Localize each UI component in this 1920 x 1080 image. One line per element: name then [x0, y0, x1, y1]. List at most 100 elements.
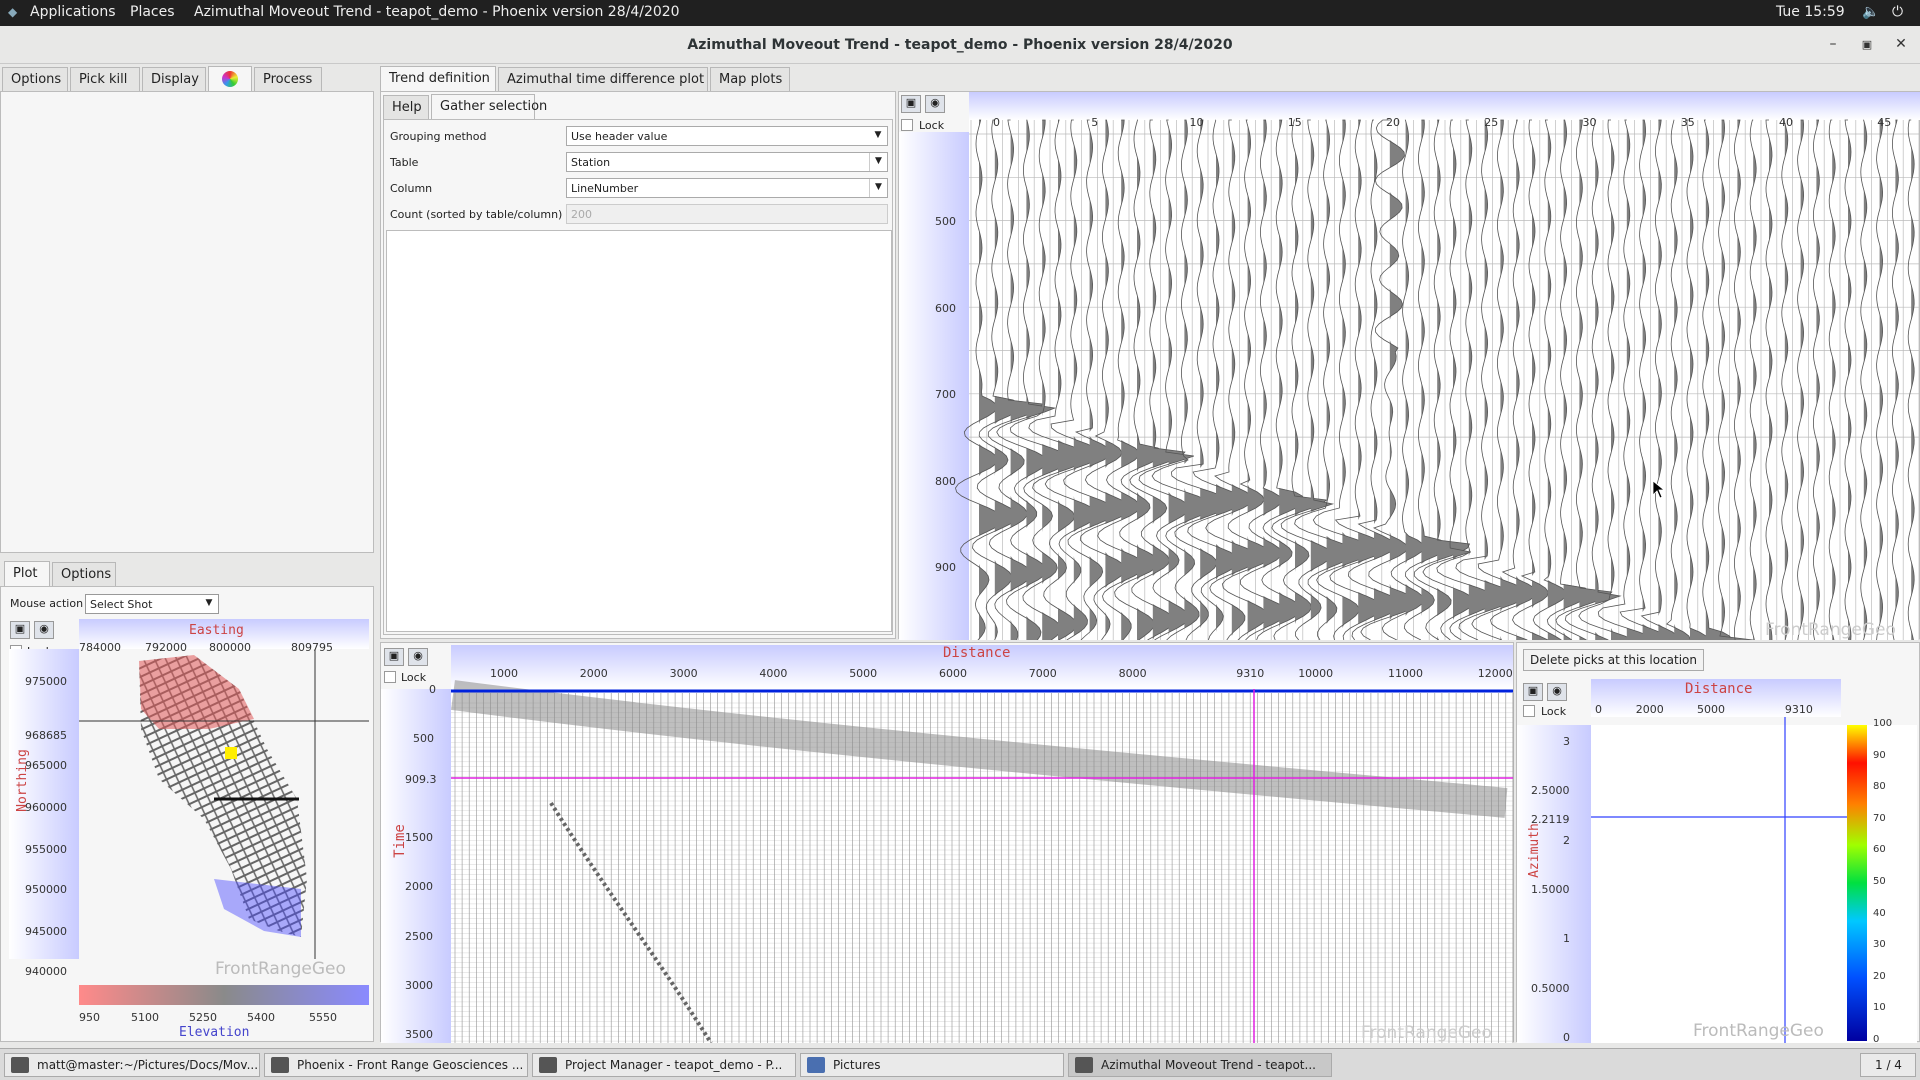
wiggle-trace: [1028, 119, 1089, 640]
wiggle-trace: [1063, 119, 1117, 640]
tab-plot[interactable]: Plot: [4, 561, 50, 586]
gather-list[interactable]: [386, 230, 892, 632]
azimuth-y-tick: 0: [1563, 1031, 1570, 1044]
lock-checkbox[interactable]: [384, 671, 396, 683]
power-icon[interactable]: ⏻: [1892, 4, 1904, 20]
wiggle-trace: [1578, 119, 1634, 640]
tab-pick-kill[interactable]: Pick kill: [70, 67, 140, 91]
tab-display[interactable]: Display: [142, 67, 206, 91]
tab-process[interactable]: Process: [254, 67, 322, 91]
table-select[interactable]: Station ▼: [566, 152, 888, 172]
azimuth-colorbar-tick: 60: [1873, 844, 1886, 856]
volume-icon[interactable]: 🔈: [1862, 4, 1880, 20]
wiggle-x-tick: 25: [1484, 116, 1499, 129]
camera-icon[interactable]: ◉: [925, 95, 945, 113]
wiggle-trace-fill: [1547, 120, 1566, 640]
tab-trend-definition[interactable]: Trend definition: [380, 66, 496, 91]
chevron-down-icon: ▼: [205, 598, 213, 608]
trace-wiggle-plot[interactable]: [899, 92, 1920, 640]
wiggle-x-tick: 20: [1386, 116, 1400, 129]
snapshot-icon[interactable]: ▣: [10, 621, 30, 639]
wiggle-trace-fill: [1121, 120, 1145, 640]
trace-plot-panel: ▣ ◉ Lock 0 5 10 15 20 25 30 35 40 45 500 600 700 800…: [898, 91, 1920, 661]
tab-azimuthal-time-difference-plot[interactable]: Azimuthal time difference plot: [498, 67, 708, 91]
gather-x-tick: 10000: [1298, 667, 1334, 680]
wiggle-trace: [1718, 119, 1754, 640]
tab-gather-selection[interactable]: Gather selection: [431, 94, 547, 119]
wiggle-trace-fill: [1468, 120, 1497, 640]
taskbar-project-manager[interactable]: Project Manager - teapot_demo - P...: [532, 1053, 796, 1077]
wiggle-trace-fill: [1263, 120, 1288, 640]
gather-y-tick: 500: [413, 732, 434, 746]
basemap-x-tick-3: 809795: [291, 641, 333, 654]
basemap-y-tick-2: 965000: [25, 759, 67, 772]
picks-panel: [0, 91, 374, 553]
applications-menu[interactable]: Applications: [30, 4, 116, 20]
basemap-chart[interactable]: [9, 619, 369, 1041]
color-wheel-icon: [222, 71, 238, 87]
basemap-y-tick-4: 955000: [25, 843, 67, 856]
taskbar-terminal[interactable]: matt@master:~/Pictures/Docs/Mov...: [4, 1053, 260, 1077]
survey-low-elevation: [214, 879, 301, 937]
wiggle-trace: [1187, 119, 1244, 640]
tab-plot-options[interactable]: Options: [52, 562, 116, 586]
places-menu[interactable]: Places: [130, 4, 175, 20]
wiggle-trace-fill: [1405, 120, 1425, 640]
camera-icon[interactable]: ◉: [408, 648, 428, 666]
easting-axis-band: [79, 619, 369, 649]
gather-selection-form: Grouping method Use header value ▼ Table…: [383, 119, 893, 635]
taskbar-phoenix[interactable]: Phoenix - Front Range Geosciences ...: [264, 1053, 528, 1077]
taskbar-pictures[interactable]: Pictures: [800, 1053, 1064, 1077]
wiggle-trace: [1564, 119, 1622, 640]
azimuth-y-tick: 3: [1563, 734, 1570, 748]
wiggle-trace: [1455, 119, 1516, 640]
grouping-method-select[interactable]: Use header value ▼: [566, 126, 888, 146]
active-window-title[interactable]: Azimuthal Moveout Trend - teapot_demo - …: [194, 4, 680, 20]
wiggle-trace-fill: [1279, 120, 1305, 640]
gather-title: Distance: [943, 645, 1011, 661]
minimize-icon[interactable]: –: [1829, 36, 1837, 52]
chevron-down-icon: ▼: [869, 179, 887, 197]
clock[interactable]: Tue 15:59: [1776, 4, 1845, 20]
wiggle-trace: [1828, 119, 1836, 640]
camera-icon[interactable]: ◉: [1547, 683, 1567, 701]
lock-checkbox[interactable]: [901, 119, 913, 131]
wiggle-trace: [1640, 119, 1680, 640]
tab-options[interactable]: Options: [2, 67, 68, 91]
mouse-action-select[interactable]: Select Shot ▼: [85, 594, 219, 614]
taskbar-azimuthal-moveout[interactable]: Azimuthal Moveout Trend - teapot...: [1068, 1053, 1332, 1077]
tab-colors[interactable]: [208, 66, 252, 91]
gather-y-tick: 3500: [405, 1028, 433, 1042]
azimuth-y-tick: 1: [1563, 932, 1570, 946]
wiggle-trace: [1360, 119, 1418, 640]
lock-checkbox[interactable]: [1523, 705, 1535, 717]
wiggle-trace: [1114, 119, 1163, 640]
close-icon[interactable]: ✕: [1895, 36, 1907, 52]
snapshot-icon[interactable]: ▣: [384, 648, 404, 666]
wiggle-y-tick: 700: [935, 388, 956, 402]
gather-x-tick: 5000: [849, 667, 878, 680]
chevron-down-icon: ▼: [874, 130, 882, 140]
wiggle-trace: [1619, 119, 1671, 640]
delete-picks-button[interactable]: Delete picks at this location: [1523, 649, 1705, 671]
snapshot-icon[interactable]: ▣: [901, 95, 921, 113]
wiggle-trace-fill: [1152, 120, 1185, 640]
column-select[interactable]: LineNumber ▼: [566, 178, 888, 198]
phoenix-icon: [1075, 1057, 1093, 1073]
snapshot-icon[interactable]: ▣: [1523, 683, 1543, 701]
taskbar-project-manager-label: Project Manager - teapot_demo - P...: [565, 1058, 783, 1072]
grouping-method-label: Grouping method: [390, 130, 487, 143]
tab-map-plots[interactable]: Map plots: [710, 67, 790, 91]
workspace-pager[interactable]: 1 / 4: [1860, 1053, 1916, 1077]
gather-x-tick: 8000: [1118, 667, 1147, 680]
camera-icon[interactable]: ◉: [34, 621, 54, 639]
maximize-icon[interactable]: ▣: [1861, 38, 1873, 51]
gather-plot[interactable]: [381, 643, 1515, 1043]
azimuth-colorbar-tick: 0: [1873, 1034, 1880, 1045]
azimuth-plot-area: [1591, 725, 1917, 1043]
tab-help[interactable]: Help: [383, 95, 429, 119]
azimuth-y-tick: 2.5000: [1531, 784, 1570, 798]
basemap-y-tick-5: 950000: [25, 883, 67, 896]
wiggle-trace: [1860, 119, 1868, 640]
azimuth-plot[interactable]: [1517, 643, 1920, 1043]
